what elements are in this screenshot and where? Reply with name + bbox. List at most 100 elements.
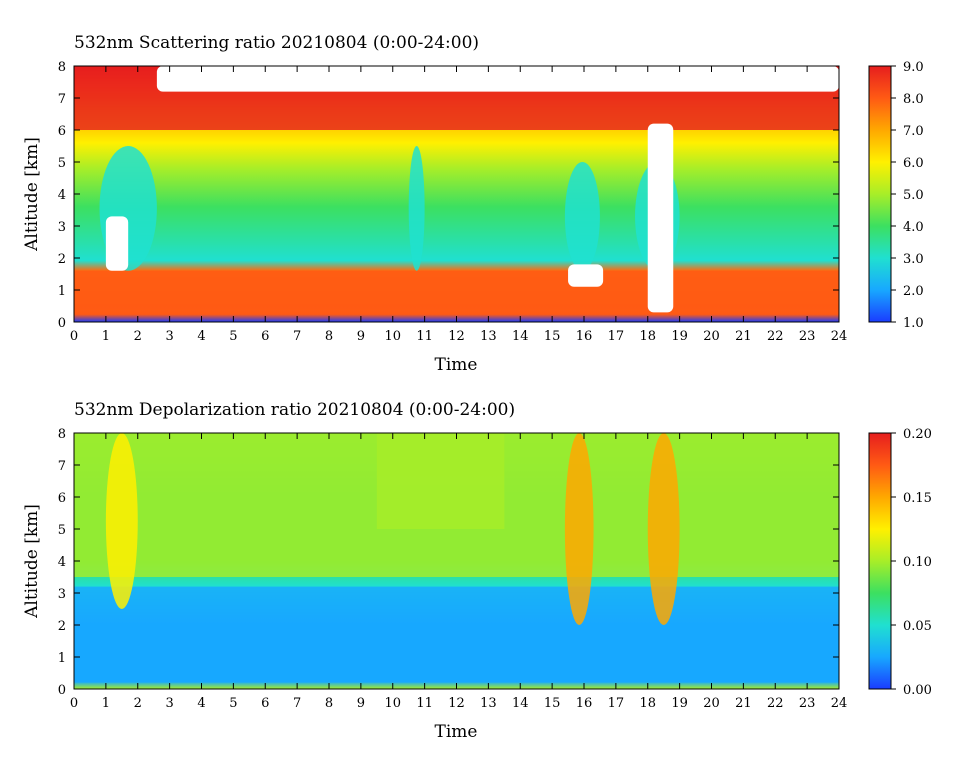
x-tick-label: 11 <box>416 696 433 711</box>
heatmap-feature <box>568 264 604 287</box>
x-tick-label: 13 <box>480 696 497 711</box>
y-tick-label: 3 <box>58 220 66 235</box>
x-tick-label: 22 <box>767 329 784 344</box>
y-tick-label: 2 <box>58 619 66 634</box>
x-tick-label: 24 <box>831 329 848 344</box>
colorbar-tick-label: 0.05 <box>903 619 932 634</box>
y-tick-label: 0 <box>58 316 66 331</box>
x-tick-label: 20 <box>703 696 720 711</box>
x-tick-label: 10 <box>384 696 401 711</box>
x-tick-label: 16 <box>576 329 593 344</box>
y-tick-label: 1 <box>58 651 66 666</box>
colorbar-tick-label: 2.0 <box>903 284 924 299</box>
x-tick-label: 4 <box>197 329 205 344</box>
x-tick-label: 9 <box>357 329 365 344</box>
x-tick-label: 5 <box>229 329 237 344</box>
heatmap-field <box>74 66 839 322</box>
x-tick-label: 19 <box>671 329 688 344</box>
colorbar-tick-label: 0.10 <box>903 555 932 570</box>
chart-title: 532nm Depolarization ratio 20210804 (0:0… <box>74 400 515 420</box>
colorbar-tick-label: 8.0 <box>903 92 924 107</box>
y-tick-label: 3 <box>58 587 66 602</box>
x-tick-label: 21 <box>735 329 752 344</box>
x-tick-label: 0 <box>70 696 78 711</box>
y-tick-label: 2 <box>58 252 66 267</box>
colorbar-tick-label: 5.0 <box>903 188 924 203</box>
y-tick-label: 0 <box>58 683 66 698</box>
x-tick-label: 0 <box>70 329 78 344</box>
colorbar-tick-label: 4.0 <box>903 220 924 235</box>
y-tick-label: 7 <box>58 459 66 474</box>
colorbar-tick-label: 0.20 <box>903 427 932 442</box>
y-tick-label: 5 <box>58 523 66 538</box>
colorbar <box>868 65 892 323</box>
x-tick-label: 6 <box>261 696 269 711</box>
x-tick-label: 3 <box>165 329 173 344</box>
x-tick-label: 3 <box>165 696 173 711</box>
heatmap-feature <box>105 433 138 609</box>
x-tick-label: 2 <box>134 329 142 344</box>
y-axis-label: Altitude [km] <box>22 504 42 619</box>
x-tick-label: 8 <box>325 329 333 344</box>
y-tick-label: 5 <box>58 156 66 171</box>
x-tick-label: 2 <box>134 696 142 711</box>
chart-title: 532nm Scattering ratio 20210804 (0:00-24… <box>74 33 479 53</box>
x-tick-label: 16 <box>576 696 593 711</box>
y-tick-label: 4 <box>58 555 66 570</box>
heatmap-feature <box>408 146 425 271</box>
x-tick-label: 1 <box>102 696 110 711</box>
colorbar-tick-label: 9.0 <box>903 60 924 75</box>
x-tick-label: 9 <box>357 696 365 711</box>
x-tick-label: 17 <box>608 696 625 711</box>
heatmap-feature <box>156 66 839 92</box>
heatmap-feature <box>564 162 600 271</box>
x-axis-label: Time <box>435 355 478 375</box>
y-tick-label: 7 <box>58 92 66 107</box>
colorbar-tick-label: 3.0 <box>903 252 924 267</box>
y-axis-label: Altitude [km] <box>22 137 42 252</box>
x-tick-label: 14 <box>512 696 529 711</box>
x-tick-label: 18 <box>639 696 656 711</box>
x-tick-label: 18 <box>639 329 656 344</box>
heatmap-field <box>74 433 839 689</box>
x-tick-label: 7 <box>293 329 301 344</box>
x-tick-label: 15 <box>544 329 561 344</box>
x-tick-label: 23 <box>799 696 816 711</box>
heatmap-feature <box>105 216 129 271</box>
x-axis-label: Time <box>435 722 478 742</box>
x-tick-label: 10 <box>384 329 401 344</box>
x-tick-label: 21 <box>735 696 752 711</box>
x-tick-label: 15 <box>544 696 561 711</box>
y-tick-label: 4 <box>58 188 66 203</box>
y-tick-label: 1 <box>58 284 66 299</box>
colorbar-tick-label: 0.00 <box>903 683 932 698</box>
x-tick-label: 12 <box>448 696 465 711</box>
y-tick-label: 8 <box>58 427 66 442</box>
x-tick-label: 19 <box>671 696 688 711</box>
x-tick-label: 5 <box>229 696 237 711</box>
x-tick-label: 6 <box>261 329 269 344</box>
y-tick-label: 8 <box>58 60 66 75</box>
x-tick-label: 7 <box>293 696 301 711</box>
heatmap-feature <box>376 433 505 529</box>
colorbar-tick-label: 6.0 <box>903 156 924 171</box>
x-tick-label: 12 <box>448 329 465 344</box>
colorbar-tick-label: 7.0 <box>903 124 924 139</box>
heatmap-feature <box>647 123 674 313</box>
x-tick-label: 22 <box>767 696 784 711</box>
x-tick-label: 13 <box>480 329 497 344</box>
x-tick-label: 20 <box>703 329 720 344</box>
x-tick-label: 8 <box>325 696 333 711</box>
x-tick-label: 4 <box>197 696 205 711</box>
heatmap-feature <box>74 270 839 310</box>
scattering-ratio-panel: 532nm Scattering ratio 20210804 (0:00-24… <box>22 33 924 375</box>
x-tick-label: 17 <box>608 329 625 344</box>
y-tick-label: 6 <box>58 124 66 139</box>
x-tick-label: 11 <box>416 329 433 344</box>
colorbar <box>868 432 892 690</box>
depolarization-ratio-panel: 532nm Depolarization ratio 20210804 (0:0… <box>22 400 932 742</box>
y-tick-label: 6 <box>58 491 66 506</box>
heatmap-feature <box>74 586 839 683</box>
x-tick-label: 14 <box>512 329 529 344</box>
